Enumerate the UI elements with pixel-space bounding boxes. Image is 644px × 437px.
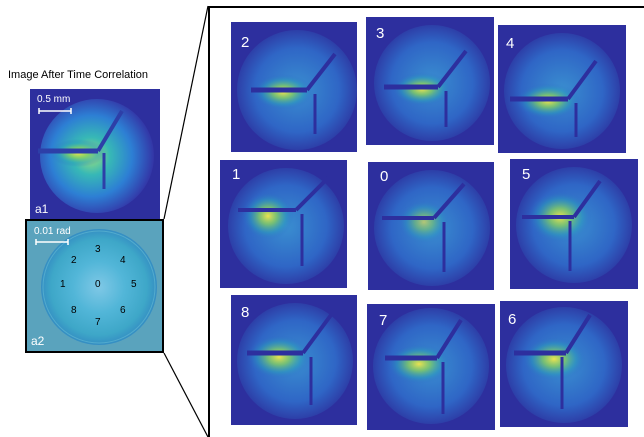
a2-scale-label: 0.01 rad	[34, 226, 71, 237]
tile-7: 7	[367, 304, 495, 430]
tile-8: 8	[231, 295, 357, 425]
tile-7-label: 7	[379, 312, 388, 329]
a2-point-4: 4	[120, 255, 126, 266]
a2-point-8: 8	[71, 305, 77, 316]
tile-3-label: 3	[376, 25, 385, 42]
tile-1-label: 1	[232, 166, 241, 183]
tile-2-label: 2	[241, 34, 250, 51]
a2-point-7: 7	[95, 317, 101, 328]
a2-point-6: 6	[120, 305, 126, 316]
tile-0-label: 0	[380, 168, 389, 185]
a1-panel-label: a1	[35, 202, 49, 216]
panel-a1-image: 0.5 mm a1	[30, 89, 160, 219]
tile-6: 6	[500, 301, 628, 427]
a2-point-0: 0	[95, 279, 101, 290]
figure-title: Image After Time Correlation	[8, 69, 149, 81]
a2-point-5: 5	[131, 279, 137, 290]
a2-point-1: 1	[60, 279, 66, 290]
a2-scale-bar	[35, 238, 69, 246]
tile-3: 3	[366, 17, 494, 145]
tile-6-label: 6	[508, 311, 517, 328]
a1-scale-bar	[38, 107, 72, 115]
a1-scale-label: 0.5 mm	[37, 94, 71, 105]
a2-point-2: 2	[71, 255, 77, 266]
zoom-panel-frame	[208, 6, 644, 437]
a2-point-3: 3	[95, 244, 101, 255]
tile-8-label: 8	[241, 304, 250, 321]
tile-1: 1	[220, 160, 347, 288]
tile-2: 2	[231, 22, 357, 152]
a2-panel-label: a2	[31, 334, 45, 348]
tile-5: 5	[510, 159, 638, 289]
tile-4-label: 4	[506, 35, 515, 52]
tile-0: 0	[368, 162, 494, 290]
tile-5-label: 5	[522, 166, 531, 183]
panel-a2-image: 0.01 rad 0 1 2 3 4 5 6 7 8 a2	[25, 219, 164, 353]
tile-4: 4	[498, 25, 626, 153]
